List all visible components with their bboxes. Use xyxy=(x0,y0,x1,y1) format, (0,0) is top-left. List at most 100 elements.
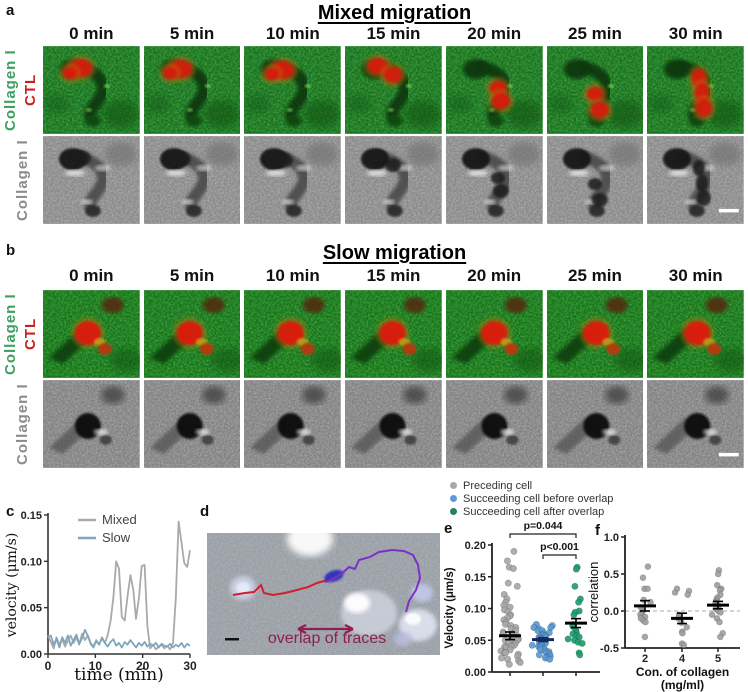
succeeding-cell-trace xyxy=(324,548,422,613)
micrograph-tile xyxy=(647,136,745,224)
panel-a-collagen-label: Collagen I xyxy=(2,49,19,131)
timepoint-label: 5 min xyxy=(169,266,215,285)
micrograph-tile xyxy=(445,46,543,134)
panel-e-legend: Preceding cell Succeeding cell before ov… xyxy=(448,479,613,518)
scale-bar xyxy=(225,638,239,641)
micrograph-tile xyxy=(244,136,342,224)
svg-text:1.0: 1.0 xyxy=(604,532,619,544)
micrograph-tile xyxy=(345,380,442,468)
micrograph-tile xyxy=(43,46,140,134)
velocity-dotplot: 0.00 0.05 0.10 0.15 0.20 p=0.044 p<0.001 Veloci… xyxy=(444,520,600,679)
micrograph-tile xyxy=(647,380,745,468)
overlap-annotation: overlap of traces xyxy=(268,630,386,647)
legend-item: Succeeding cell before overlap xyxy=(448,492,613,505)
timepoint-label: 25 min xyxy=(568,266,622,285)
preceding-cell-trace xyxy=(232,578,330,597)
timepoint-label: 25 min xyxy=(568,24,622,43)
cell-left-core xyxy=(236,582,250,594)
svg-text:p=0.044: p=0.044 xyxy=(524,520,563,532)
timepoint-label: 15 min xyxy=(366,266,421,285)
cell-cluster-highlight xyxy=(405,613,421,625)
panel-d-label: d xyxy=(200,503,210,520)
succeeding-cell-body xyxy=(324,569,344,583)
svg-text:correlation: correlation xyxy=(588,562,601,623)
micrograph-tile xyxy=(143,46,241,134)
svg-text:0.10: 0.10 xyxy=(465,604,486,616)
velocity-time-line-chart: 0.00 0.05 0.10 0.15 0 10 20 30 Mixed Slow velocity… xyxy=(4,510,197,685)
micrograph-tile xyxy=(43,290,140,378)
panel-b-collagen-row xyxy=(43,380,748,468)
bright-cell-top xyxy=(287,533,333,556)
timepoint-label: 15 min xyxy=(366,24,421,43)
legend-dot-icon xyxy=(450,495,457,502)
legend-item: Succeeding cell after overlap xyxy=(448,505,613,518)
micrograph-tile xyxy=(546,136,644,224)
svg-text:velocity (μm/s): velocity (μm/s) xyxy=(4,533,20,639)
svg-text:5: 5 xyxy=(715,653,721,665)
micrograph-tile xyxy=(345,290,442,378)
svg-text:-0.5: -0.5 xyxy=(600,643,619,655)
micrograph-tile xyxy=(143,136,241,224)
svg-text:p<0.001: p<0.001 xyxy=(540,541,579,553)
panel-b-title: Slow migration xyxy=(322,242,467,264)
svg-text:0: 0 xyxy=(45,659,52,673)
panel-c-label: c xyxy=(6,503,15,520)
legend-label: Preceding cell xyxy=(463,479,533,492)
micrograph-tile xyxy=(43,136,140,224)
timepoint-label: 10 min xyxy=(265,266,320,285)
svg-text:0.15: 0.15 xyxy=(465,572,486,584)
timepoint-label: 20 min xyxy=(467,266,522,285)
legend-dot-icon xyxy=(450,508,457,515)
legend-label: Succeeding cell after overlap xyxy=(463,505,605,518)
svg-text:0.10: 0.10 xyxy=(21,556,42,568)
timepoint-label: 0 min xyxy=(69,266,114,285)
micrograph-tile xyxy=(143,290,241,378)
micrograph-tile xyxy=(647,46,745,134)
svg-text:Con. of collagen: Con. of collagen xyxy=(636,665,729,679)
panel-a-collagen-gray-label: Collagen I xyxy=(14,139,31,221)
legend-dot-icon xyxy=(450,482,457,489)
micrograph-tile xyxy=(345,46,442,134)
svg-text:(mg/ml): (mg/ml) xyxy=(661,678,704,692)
timepoint-label: 30 min xyxy=(668,266,723,285)
panel-a-fluorescence-row xyxy=(43,46,748,134)
svg-text:0.00: 0.00 xyxy=(465,667,486,679)
cell-center-highlight xyxy=(344,593,370,613)
timepoint-label: 30 min xyxy=(668,24,723,43)
micrograph-tile xyxy=(345,136,442,224)
micrograph-tile xyxy=(43,380,140,468)
svg-text:4: 4 xyxy=(679,653,686,665)
svg-text:0.20: 0.20 xyxy=(465,540,486,552)
cell-bottom-small xyxy=(394,632,412,646)
legend-label: Succeeding cell before overlap xyxy=(463,492,614,505)
svg-text:0.0: 0.0 xyxy=(604,606,619,618)
overlap-arrow xyxy=(297,624,354,634)
svg-text:Slow: Slow xyxy=(102,530,131,545)
micrograph-tile xyxy=(546,46,644,134)
svg-text:Mixed: Mixed xyxy=(102,512,137,527)
panel-a-collagen-row xyxy=(43,136,748,224)
panel-a-timepoint-row: 0 min 5 min 10 min 15 min 20 min 25 min 30 min xyxy=(43,24,748,44)
timepoint-label: 20 min xyxy=(467,24,522,43)
micrograph-tile xyxy=(647,290,745,378)
timepoint-label: 10 min xyxy=(265,24,320,43)
svg-text:30: 30 xyxy=(183,659,197,673)
panel-f-label: f xyxy=(595,522,600,539)
svg-text:0.05: 0.05 xyxy=(465,635,486,647)
timepoint-label: 5 min xyxy=(169,24,215,43)
trace-overlap-micrograph: overlap of traces xyxy=(207,533,440,655)
micrograph-tile xyxy=(143,380,241,468)
panel-a-label: a xyxy=(6,2,15,19)
panel-b-collagen-label: Collagen I xyxy=(2,293,19,375)
panel-a-ctl-label: CTL xyxy=(22,73,39,107)
micrograph-tile xyxy=(244,290,342,378)
micrograph-tile xyxy=(244,46,342,134)
legend-item: Preceding cell xyxy=(448,479,613,492)
micrograph-tile xyxy=(445,380,543,468)
svg-text:0.5: 0.5 xyxy=(604,569,619,581)
micrograph-tile xyxy=(546,380,644,468)
svg-text:0.15: 0.15 xyxy=(21,510,42,522)
panel-b-timepoint-row: 0 min 5 min 10 min 15 min 20 min 25 min 30 min xyxy=(43,266,748,286)
